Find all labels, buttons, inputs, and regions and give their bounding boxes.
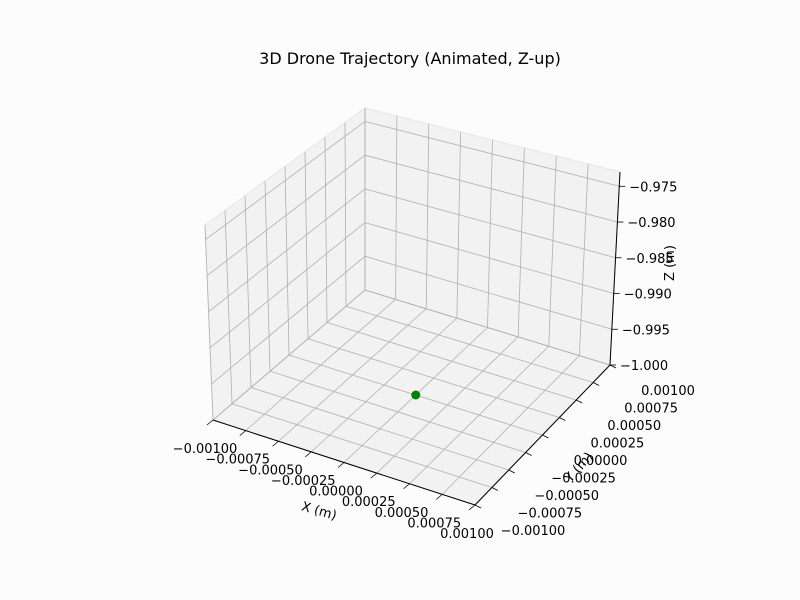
y-tick-label: 0.00025	[590, 437, 644, 452]
y-vertical-grid-line	[304, 151, 309, 339]
y-vertical-grid-line	[324, 137, 328, 323]
y-tick-label: −0.00100	[501, 524, 566, 539]
x-vertical-grid-line	[456, 131, 462, 319]
data-marks	[411, 390, 421, 400]
x-tick	[403, 483, 410, 490]
y-tick	[592, 382, 600, 386]
x-vertical-grid-line	[425, 123, 430, 309]
y-tick	[525, 452, 532, 456]
z-grid-line	[364, 255, 612, 330]
y-tick-label: −0.00025	[551, 472, 616, 487]
x-tick	[239, 430, 247, 436]
z-tick-label: −0.990	[624, 288, 672, 303]
z-tick-label: −0.985	[626, 252, 674, 267]
x-vertical-grid-line	[517, 147, 525, 337]
y-vertical-grid-line	[244, 195, 252, 388]
y-tick-label: 0.00075	[624, 402, 678, 417]
chart-title: 3D Drone Trajectory (Animated, Z-up)	[259, 49, 561, 68]
y-vertical-grid-line	[224, 210, 233, 404]
tick-labels: −0.00100−0.00075−0.00050−0.000250.000000…	[173, 180, 695, 542]
x-tick	[337, 462, 345, 468]
y-tick-label: −0.00050	[534, 489, 599, 504]
y-tick	[576, 399, 583, 404]
x-tick-label: −0.00100	[173, 442, 238, 457]
z-grid-line	[205, 121, 366, 240]
z-grid-line	[364, 222, 614, 294]
z-grid-line	[211, 255, 366, 385]
x-tick	[304, 451, 312, 458]
y-grid-line	[307, 338, 560, 418]
z-tick-label: −0.975	[629, 180, 677, 195]
grid-lines	[204, 108, 621, 506]
y-tick-label: 0.00100	[641, 384, 695, 399]
trajectory-point	[411, 390, 421, 400]
z-grid-line	[364, 188, 616, 259]
y-grid-line	[326, 322, 577, 401]
x-tick	[468, 504, 476, 511]
x-tick-label: 0.00100	[440, 527, 494, 542]
z-grid-line	[208, 188, 366, 312]
y-tick	[559, 417, 566, 421]
z-grid-line	[209, 222, 366, 349]
z-grid-line	[212, 289, 366, 421]
z-grid-line	[364, 154, 618, 223]
y-vertical-grid-line	[264, 181, 271, 372]
x-vertical-grid-line	[487, 139, 493, 328]
z-grid-line	[206, 154, 366, 276]
x-tick	[435, 494, 443, 500]
z-grid-line	[364, 121, 620, 187]
y-grid-line	[250, 387, 509, 471]
y-vertical-grid-line	[284, 166, 290, 356]
tick-marks	[206, 185, 626, 511]
z-axis-line	[609, 171, 621, 366]
y-grid-line	[345, 305, 594, 383]
y-tick	[491, 487, 499, 491]
y-tick	[508, 469, 515, 474]
x-vertical-grid-line	[578, 163, 589, 356]
y-tick	[474, 504, 482, 509]
x-tick-label: 0.00075	[407, 516, 461, 531]
z-tick-label: −0.995	[622, 323, 670, 338]
z-axis-label: Z (m)	[663, 245, 678, 281]
x-tick-label: −0.00025	[271, 474, 336, 489]
x-axis-label: X (m)	[300, 499, 339, 523]
x-tick-label: 0.00025	[342, 495, 396, 510]
x-tick-label: −0.00050	[238, 463, 303, 478]
x-tick	[272, 440, 279, 447]
y-grid-line	[231, 403, 492, 488]
z-grid-line	[364, 289, 611, 366]
y-tick-label: 0.00000	[574, 454, 628, 469]
x-tick-label: −0.00075	[205, 453, 270, 468]
y-tick-label: 0.00050	[607, 419, 661, 434]
y-vertical-grid-line	[204, 224, 214, 421]
x-vertical-grid-line	[395, 115, 398, 300]
y-grid-line	[269, 370, 526, 453]
x-vertical-grid-line	[548, 155, 557, 347]
z-tick-label: −1.000	[620, 359, 668, 374]
x-tick-label: 0.00050	[375, 506, 429, 521]
y-tick	[542, 434, 549, 439]
y-tick	[609, 364, 617, 369]
y-vertical-grid-line	[344, 122, 347, 307]
x-tick-label: 0.00000	[309, 485, 363, 500]
z-tick-label: −0.980	[627, 216, 675, 231]
x-tick	[206, 419, 214, 426]
x-tick	[370, 472, 378, 479]
y-tick-label: −0.00075	[518, 507, 583, 522]
